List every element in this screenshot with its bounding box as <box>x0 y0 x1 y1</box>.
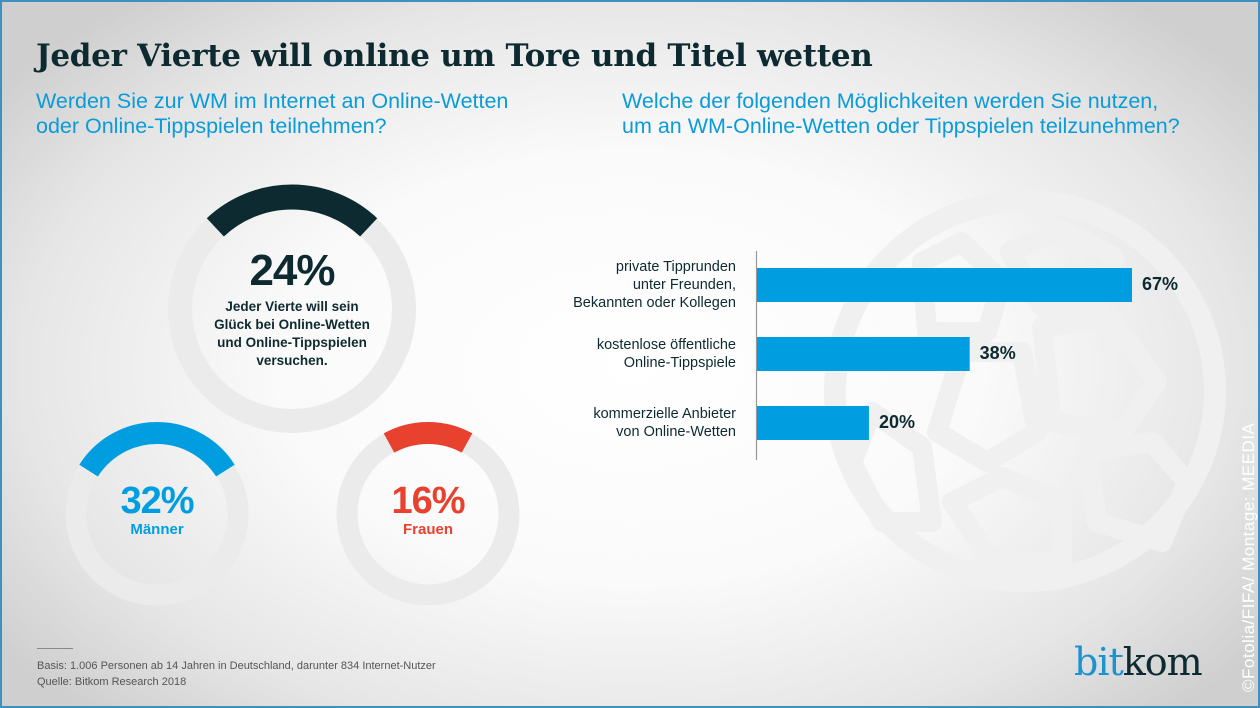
footer-rule <box>37 648 73 649</box>
men-label: Männer <box>130 521 184 538</box>
ball-outline <box>824 190 1226 592</box>
bar-value-label: 20% <box>878 412 915 432</box>
bar <box>757 337 970 371</box>
women-value: 16% <box>391 480 465 522</box>
women-label: Frauen <box>402 521 453 538</box>
bar <box>757 406 869 440</box>
total-value: 24% <box>249 246 335 295</box>
footer-source: Quelle: Bitkom Research 2018 <box>37 676 187 688</box>
ring-arc-men <box>79 422 235 477</box>
bar-label: kommerzielle Anbieter von Online-Wetten <box>593 406 736 440</box>
men-value: 32% <box>120 480 194 522</box>
men-ring-text: 32% Männer <box>87 481 227 538</box>
ring-arc-women <box>383 422 473 453</box>
image-credit: ©Fotolia/FIFA/ Montage: MEEDIA <box>1239 422 1258 692</box>
bar-label: private Tipprunden unter Freunden, Bekan… <box>573 259 736 311</box>
ball-panel <box>942 467 1072 572</box>
bar-label: kostenlose öffentliche Online-Tippspiele <box>596 337 736 371</box>
logo-part-bit: bit <box>1074 640 1124 684</box>
total-ring-text: 24% Jeder Vierte will sein Glück bei Onl… <box>192 248 392 370</box>
right-question: Welche der folgenden Möglichkeiten werde… <box>622 89 1180 138</box>
page-title: Jeder Vierte will online um Tore und Tit… <box>36 38 873 74</box>
bar <box>757 268 1132 302</box>
logo-part-kom: kom <box>1122 640 1203 684</box>
ball-panel <box>927 342 1047 472</box>
bar-value-label: 67% <box>1142 274 1179 294</box>
footer-notes: Basis: 1.006 Personen ab 14 Jahren in De… <box>37 658 436 690</box>
total-description: Jeder Vierte will sein Glück bei Online-… <box>214 299 370 368</box>
ball-panel <box>842 402 942 532</box>
ball-panel <box>1032 310 1167 442</box>
bar-value-label: 38% <box>979 343 1016 363</box>
footer-basis: Basis: 1.006 Personen ab 14 Jahren in De… <box>37 660 436 672</box>
ball-panel <box>912 232 1012 342</box>
women-ring-text: 16% Frauen <box>358 481 498 538</box>
left-question: Werden Sie zur WM im Internet an Online-… <box>36 89 509 138</box>
bitkom-logo: bitkom <box>1074 640 1203 684</box>
ring-arc-total <box>206 184 378 237</box>
ball-panel <box>1077 432 1197 552</box>
